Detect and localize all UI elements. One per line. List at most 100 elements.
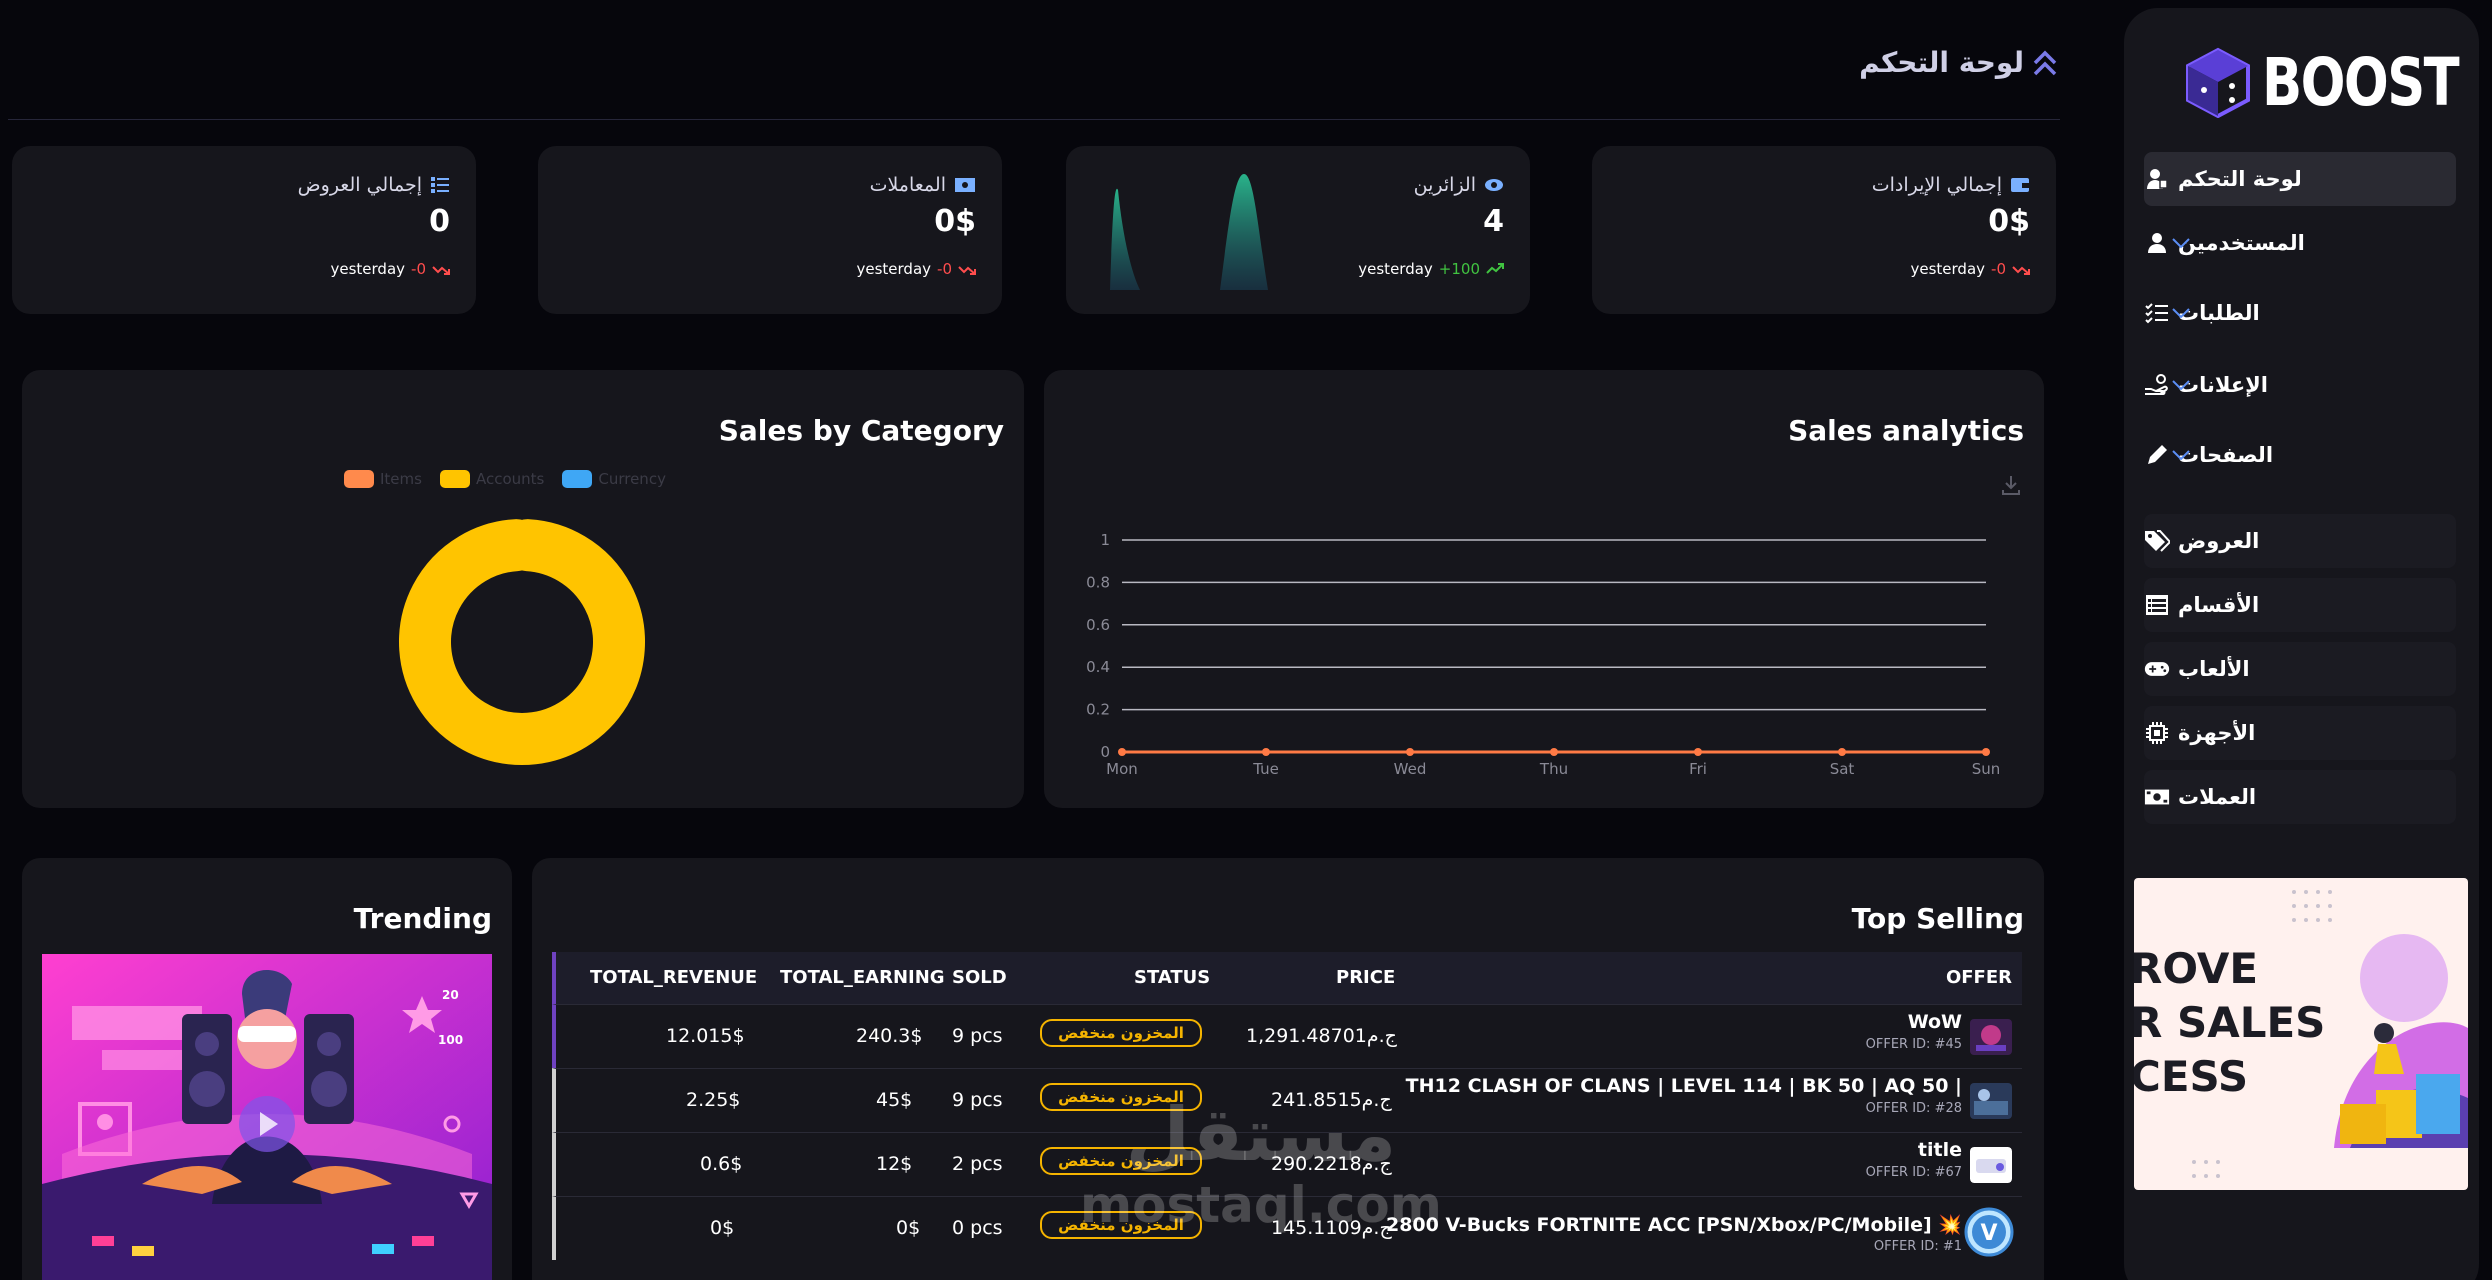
status-badge: المخزون منخفض	[1040, 1211, 1202, 1239]
offer-thumbnail[interactable]	[1970, 1083, 2012, 1119]
legend-item[interactable]: Currency	[562, 470, 666, 488]
status-badge: المخزون منخفض	[1040, 1019, 1202, 1047]
column-header[interactable]: OFFER	[1945, 967, 2012, 988]
chevron-down-icon[interactable]	[2170, 232, 2192, 254]
sidebar-item-pages[interactable]: الصفحات	[2144, 428, 2456, 482]
stat-card-offers[interactable]: إجمالي العروض 0 yesterday -0	[12, 146, 476, 314]
wallet-icon	[2011, 178, 2029, 192]
sidebar-item-label: لوحة التحكم	[2178, 167, 2302, 191]
tags-icon	[2144, 528, 2170, 554]
x-tick-label: Wed	[1394, 760, 1427, 778]
cell-price: 1,291.48701ج.م	[1246, 1025, 1397, 1047]
data-point[interactable]	[1694, 748, 1702, 756]
sidebar-item-label: الألعاب	[2178, 657, 2250, 681]
chevron-down-icon[interactable]	[2170, 444, 2192, 466]
eye-icon	[1485, 179, 1503, 191]
offer-thumbnail[interactable]	[1970, 1019, 2012, 1055]
legend-item[interactable]: Items	[344, 470, 422, 488]
data-point[interactable]	[1982, 748, 1990, 756]
trending-illustration[interactable]: 20 100	[42, 954, 492, 1280]
data-point[interactable]	[1118, 748, 1126, 756]
offer-title[interactable]: 2800 V-Bucks FORTNITE ACC [PSN/Xbox/PC/M…	[1385, 1214, 1962, 1236]
cube-logo-icon	[2186, 47, 2250, 118]
table-header: TOTAL_REVENUE TOTAL_EARNING SOLD STATUS …	[552, 952, 2022, 1004]
stat-change: yesterday +100	[1358, 260, 1504, 278]
column-header[interactable]: TOTAL_REVENUE	[590, 967, 758, 988]
cell-earning: 45$	[876, 1089, 913, 1111]
x-tick-label: Tue	[1252, 760, 1279, 778]
stat-value: 0$	[934, 204, 976, 239]
brand-logo[interactable]: BOOST	[2184, 40, 2492, 124]
stat-title: الزائرين	[1414, 174, 1504, 196]
stat-card-visitors[interactable]: الزائرين 4 yesterday +100	[1066, 146, 1530, 314]
user-dashboard-icon	[2144, 166, 2170, 192]
offer-title[interactable]: TH12 CLASH OF CLANS | LEVEL 114 | BK 50 …	[1405, 1075, 1962, 1097]
double-chevron-up-icon[interactable]	[2032, 49, 2058, 77]
stat-change: yesterday -0	[331, 260, 450, 278]
data-point[interactable]	[1406, 748, 1414, 756]
promo-banner[interactable]: ROVE R SALES CESS	[2134, 878, 2468, 1190]
y-tick-label: 0.8	[1086, 573, 1110, 591]
sidebar-item-label: الإعلانات	[2178, 373, 2268, 397]
cell-revenue: 0.6$	[700, 1153, 743, 1175]
sidebar-item-offers[interactable]: العروض	[2144, 514, 2456, 568]
table-row[interactable]: 0.6$ 12$ 2 pcs المخزون منخفض 290.2218ج.م…	[552, 1132, 2022, 1196]
sidebar-item-orders[interactable]: الطلبات	[2144, 286, 2456, 340]
money-icon	[955, 178, 975, 192]
table-row[interactable]: 2.25$ 45$ 9 pcs المخزون منخفض 241.8515ج.…	[552, 1068, 2022, 1132]
top-selling-table: TOTAL_REVENUE TOTAL_EARNING SOLD STATUS …	[552, 952, 2022, 1280]
trend-up-icon	[1486, 263, 1504, 274]
sidebar-item-users[interactable]: المستخدمين	[2144, 216, 2456, 270]
sidebar-item-ads[interactable]: الإعلانات	[2144, 358, 2456, 412]
download-icon[interactable]	[2000, 474, 2022, 496]
column-header[interactable]: TOTAL_EARNING	[780, 967, 945, 988]
list-icon	[431, 177, 449, 193]
promo-illustration	[2192, 890, 2468, 1178]
chevron-down-icon[interactable]	[2170, 302, 2192, 324]
column-header[interactable]: PRICE	[1336, 967, 1396, 988]
stat-change: yesterday -0	[1911, 260, 2030, 278]
column-header[interactable]: SOLD	[952, 967, 1007, 988]
trend-down-icon	[958, 266, 976, 275]
sidebar-item-games[interactable]: الألعاب	[2144, 642, 2456, 696]
table-row[interactable]: 0$ 0$ 0 pcs المخزون منخفض 145.1109ج.م 28…	[552, 1196, 2022, 1260]
legend-item[interactable]: Accounts	[439, 470, 544, 488]
sidebar-item-sections[interactable]: الأقسام	[2144, 578, 2456, 632]
sidebar-item-currencies[interactable]: العملات	[2144, 770, 2456, 824]
table-row[interactable]: 12.015$ 240.3$ 9 pcs المخزون منخفض 1,291…	[552, 1004, 2022, 1068]
sales-analytics-line-chart[interactable]: 0 0.2 0.4 0.6 0.8 1 Mon Tue Wed Thu Fri Sat Sun	[1060, 520, 2000, 780]
vbucks-icon[interactable]: V	[1964, 1207, 2014, 1257]
sidebar-item-label: الأقسام	[2178, 593, 2260, 617]
offer-title[interactable]: WoW	[1907, 1011, 1962, 1033]
data-point[interactable]	[1262, 748, 1270, 756]
stat-value: 4	[1483, 204, 1504, 239]
sidebar-item-devices[interactable]: الأجهزة	[2144, 706, 2456, 760]
data-point[interactable]	[1838, 748, 1846, 756]
checklist-icon	[2144, 300, 2170, 326]
offer-id: OFFER ID: #67	[1865, 1165, 1962, 1180]
card-title: Sales by Category	[718, 414, 1004, 447]
sidebar-item-label: الطلبات	[2178, 301, 2260, 325]
chevron-down-icon[interactable]	[2170, 374, 2192, 396]
stat-title: إجمالي الإيرادات	[1872, 174, 2030, 196]
column-header[interactable]: STATUS	[1134, 967, 1211, 988]
cell-price: 241.8515ج.م	[1271, 1089, 1392, 1111]
stat-title: إجمالي العروض	[298, 174, 450, 196]
gamepad-icon	[2144, 656, 2170, 682]
cell-sold: 2 pcs	[952, 1153, 1003, 1175]
svg-text:20: 20	[442, 988, 459, 1002]
donut-slice[interactable]	[399, 519, 645, 765]
sales-analytics-card: Sales analytics	[1044, 370, 2044, 808]
category-donut-chart[interactable]	[382, 502, 662, 782]
pencil-icon	[2144, 442, 2170, 468]
sidebar-item-dashboard[interactable]: لوحة التحكم	[2144, 152, 2456, 206]
chart-legend: Items Accounts Currency	[344, 470, 666, 488]
stat-card-revenue[interactable]: إجمالي الإيرادات 0$ yesterday -0	[1592, 146, 2056, 314]
user-icon	[2144, 230, 2170, 256]
offer-thumbnail[interactable]	[1970, 1147, 2012, 1183]
svg-text:V: V	[1980, 1221, 1997, 1246]
offer-title[interactable]: title	[1917, 1139, 1962, 1161]
stat-card-transactions[interactable]: المعاملات 0$ yesterday -0	[538, 146, 1002, 314]
data-point[interactable]	[1550, 748, 1558, 756]
x-tick-label: Sat	[1830, 760, 1855, 778]
